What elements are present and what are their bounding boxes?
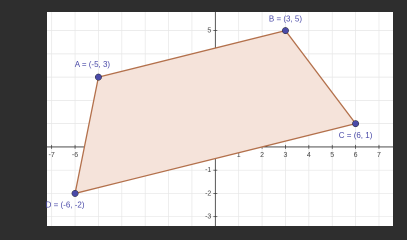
y-tick-label: -1 [205,167,211,174]
point [71,189,79,197]
x-tick-label: 5 [330,152,334,159]
y-tick-label: 5 [207,27,211,34]
x-tick-label: 3 [284,152,288,159]
point-label: D = (-6, -2) [46,201,85,210]
x-tick-label: -7 [49,152,55,159]
point [94,73,102,81]
y-tick-label: -2 [205,190,211,197]
y-tick-label: -3 [205,214,211,221]
x-tick-label: -6 [72,152,78,159]
point [282,27,289,35]
point-label: A = (-5, 3) [75,60,111,69]
point [352,120,360,128]
x-tick-label: 6 [354,152,358,159]
x-tick-label: 4 [307,152,311,159]
point-label: C = (6, 1) [339,131,373,140]
x-tick-label: 7 [377,152,381,159]
x-tick-label: 1 [237,152,241,159]
x-tick-label: 2 [260,152,264,159]
point-label: B = (3, 5) [269,15,302,24]
